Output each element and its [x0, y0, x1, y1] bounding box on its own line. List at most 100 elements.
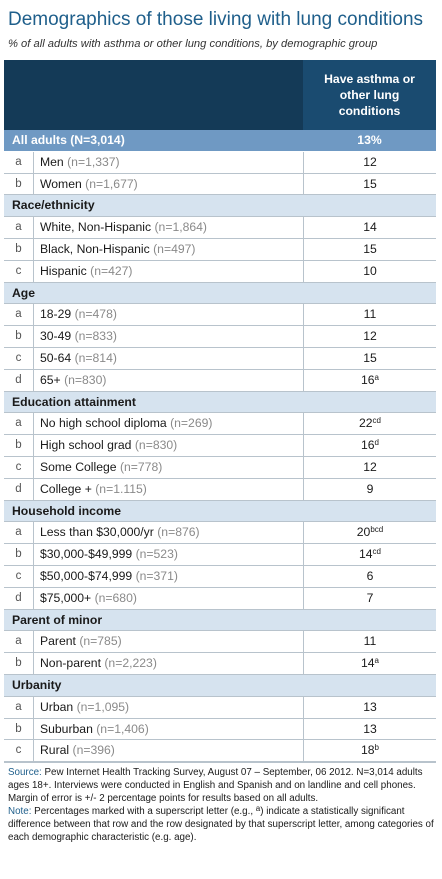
row-value: 11: [303, 304, 436, 326]
row-value: 13: [303, 696, 436, 718]
row-label: Hispanic (n=427): [40, 261, 133, 282]
section-heading: Education attainment: [12, 394, 136, 409]
row-sample-size: (n=2,223): [104, 656, 157, 671]
row-label: Men (n=1,337): [40, 152, 120, 173]
significance-superscript: cd: [372, 416, 381, 426]
section-heading: Race/ethnicity: [12, 198, 95, 213]
row-label: Black, Non-Hispanic (n=497): [40, 239, 195, 260]
row-value-number: 13: [363, 699, 377, 714]
row-label: Parent (n=785): [40, 631, 122, 652]
row-value: 9: [303, 478, 436, 500]
row-value-number: 20: [356, 525, 371, 540]
row-letter: c: [4, 565, 34, 587]
row-sample-size: (n=523): [135, 547, 178, 562]
row-letter: d: [4, 587, 34, 609]
row-value: 16d: [303, 435, 436, 456]
row-value-number: 14: [363, 220, 377, 235]
row-letter: b: [4, 326, 34, 347]
row-label-text: Non-parent: [40, 656, 101, 671]
row-label: White, Non-Hispanic (n=1,864): [40, 217, 207, 238]
row-letter: c: [4, 260, 34, 282]
row-sample-size: (n=427): [90, 263, 133, 278]
significance-superscript: b: [374, 743, 379, 753]
row-value: 10: [303, 260, 436, 282]
row-value-number: 7: [366, 590, 374, 605]
section-heading-row: Age: [4, 282, 436, 305]
row-label: Less than $30,000/yr (n=876): [40, 522, 200, 543]
row-sample-size: (n=269): [170, 416, 213, 431]
row-sample-size: (n=814): [74, 350, 117, 365]
row-value-number: 12: [363, 154, 377, 169]
table-row: a Less than $30,000/yr (n=876) 20bcd: [4, 522, 436, 545]
table-row: b Black, Non-Hispanic (n=497) 15: [4, 238, 436, 261]
significance-superscript: a: [374, 372, 379, 382]
significance-note: Note: Percentages marked with a superscr…: [8, 804, 436, 844]
row-label: Suburban (n=1,406): [40, 719, 149, 740]
row-sample-size: (n=478): [74, 307, 117, 322]
significance-superscript: d: [374, 438, 379, 448]
row-label-text: Men: [40, 154, 64, 169]
row-label-text: Parent: [40, 634, 76, 649]
significance-superscript: cd: [372, 547, 381, 557]
row-value: 20bcd: [303, 522, 436, 544]
row-letter: b: [4, 718, 34, 740]
note-text-2: ) indicate a statistically significant d…: [8, 806, 434, 843]
source-label: Source:: [8, 767, 42, 778]
row-sample-size: (n=1,864): [154, 220, 207, 235]
section-heading: Urbanity: [12, 677, 62, 692]
row-label: Some College (n=778): [40, 457, 162, 478]
row-label-text: $75,000+: [40, 590, 92, 605]
row-label: No high school diploma (n=269): [40, 413, 212, 434]
row-label: 65+ (n=830): [40, 370, 106, 391]
table-row: a White, Non-Hispanic (n=1,864) 14: [4, 217, 436, 239]
row-value-number: 10: [363, 263, 377, 278]
row-letter: c: [4, 456, 34, 478]
row-sample-size: (n=396): [72, 743, 115, 758]
table-row: b Non-parent (n=2,223) 14a: [4, 653, 436, 675]
row-letter: a: [4, 696, 34, 718]
row-label: $30,000-$49,999 (n=523): [40, 544, 178, 565]
row-value: 12: [303, 151, 436, 173]
section-heading-row: Parent of minor: [4, 609, 436, 632]
significance-superscript: a: [374, 656, 379, 666]
table-row: b High school grad (n=830) 16d: [4, 435, 436, 457]
section-heading-row: Race/ethnicity: [4, 195, 436, 218]
table-row: b Suburban (n=1,406) 13: [4, 718, 436, 741]
section-heading: Household income: [12, 503, 122, 518]
table-row: b Women (n=1,677) 15: [4, 173, 436, 196]
table-row: c $50,000-$74,999 (n=371) 6: [4, 565, 436, 588]
row-letter: d: [4, 369, 34, 391]
section-heading-row: Household income: [4, 500, 436, 523]
row-letter: b: [4, 238, 34, 260]
row-letter: b: [4, 653, 34, 674]
row-value-number: 14: [358, 547, 373, 562]
section-heading: Parent of minor: [12, 612, 103, 627]
footer-divider: [4, 762, 436, 763]
row-letter: a: [4, 413, 34, 435]
table-header: Have asthma or other lung conditions: [4, 60, 436, 130]
row-value-number: 12: [363, 459, 377, 474]
table-row: a Urban (n=1,095) 13: [4, 696, 436, 719]
row-label-text: Black, Non-Hispanic: [40, 241, 150, 256]
table-row: c Some College (n=778) 12: [4, 456, 436, 479]
row-value-number: 15: [363, 176, 377, 191]
row-label-text: Suburban: [40, 721, 93, 736]
row-value-number: 6: [366, 568, 374, 583]
row-sample-size: (n=1,406): [96, 721, 149, 736]
row-label: $75,000+ (n=680): [40, 588, 137, 609]
row-value-number: 13: [363, 721, 377, 736]
table-row: a Parent (n=785) 11: [4, 631, 436, 654]
table-row: d $75,000+ (n=680) 7: [4, 587, 436, 610]
row-label: High school grad (n=830): [40, 435, 177, 456]
row-value-number: 22: [358, 416, 373, 431]
row-letter: b: [4, 544, 34, 565]
row-value: 15: [303, 347, 436, 369]
row-label-text: No high school diploma: [40, 416, 167, 431]
row-value: 7: [303, 587, 436, 609]
row-value: 11: [303, 631, 436, 653]
row-label-text: Less than $30,000/yr: [40, 525, 154, 540]
row-label: Urban (n=1,095): [40, 697, 129, 718]
row-value-number: 16: [360, 438, 375, 453]
row-sample-size: (n=371): [135, 568, 178, 583]
row-value-number: 14: [360, 656, 375, 671]
